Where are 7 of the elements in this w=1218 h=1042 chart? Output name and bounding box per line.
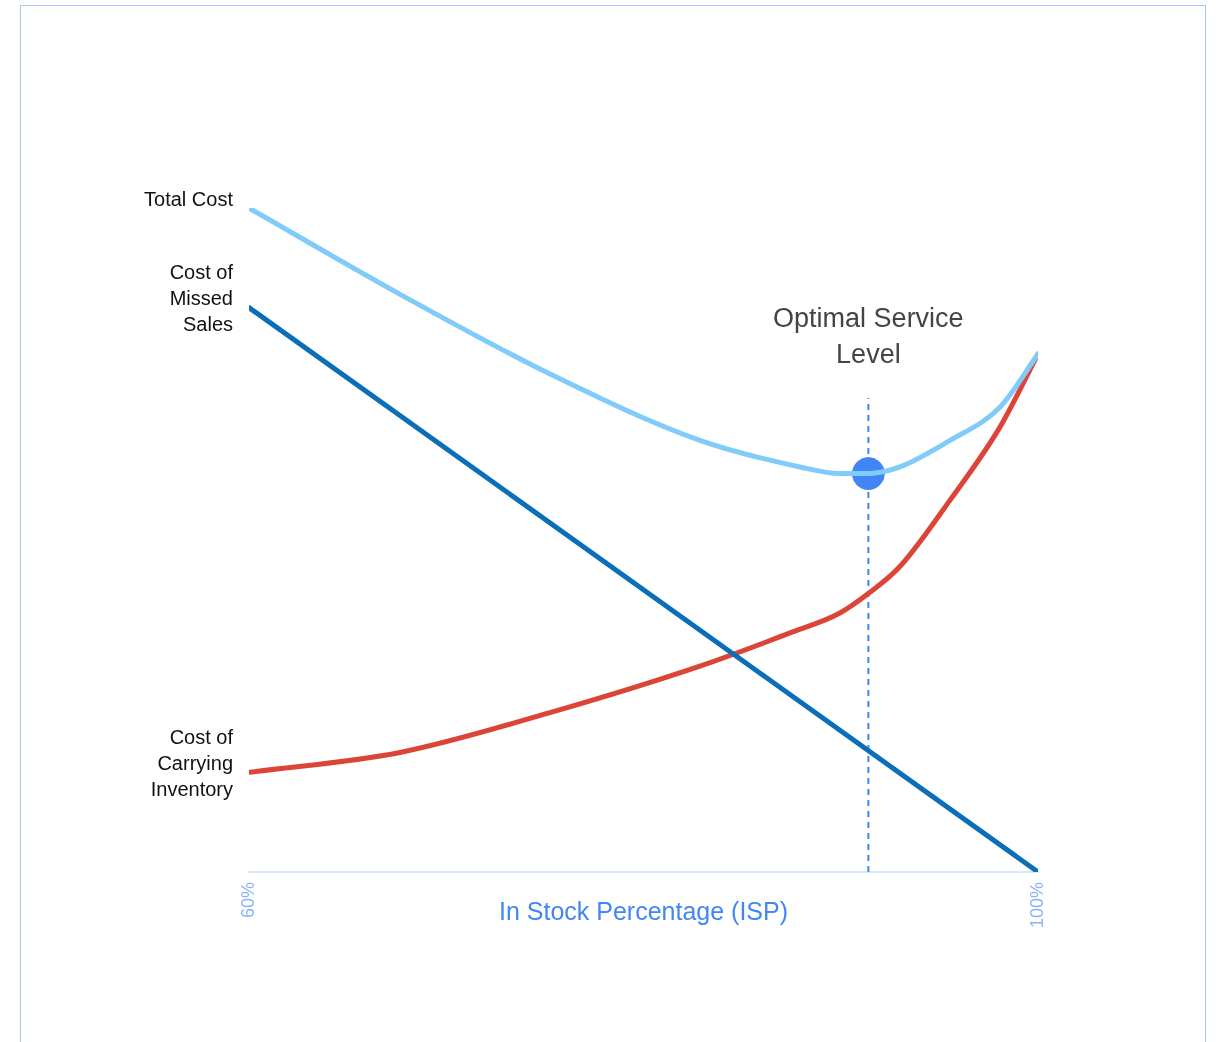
series-label: Total Cost	[144, 187, 234, 210]
x-axis-title: In Stock Percentage (ISP)	[498, 896, 789, 925]
x-tick-label: 60%	[237, 881, 258, 918]
x-tick-label: 100%	[1026, 881, 1047, 929]
series-label: Cost of Carrying Inventory	[150, 725, 234, 800]
series-label: Cost of Missed Sales	[169, 261, 234, 336]
ref-line-label: Optimal Service Level	[773, 303, 964, 370]
